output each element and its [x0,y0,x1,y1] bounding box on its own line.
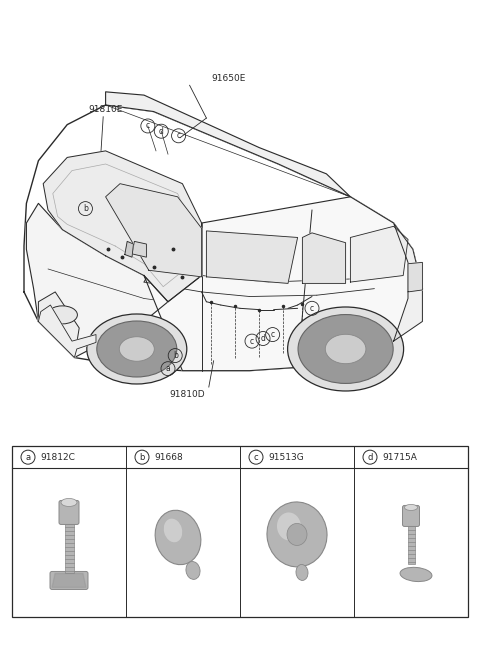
Text: 91715A: 91715A [382,453,417,462]
Text: c: c [177,131,180,140]
Ellipse shape [61,499,77,506]
Text: 91650E: 91650E [211,73,246,83]
Ellipse shape [400,567,432,582]
Text: 91810D: 91810D [169,390,205,400]
Ellipse shape [288,307,404,391]
Ellipse shape [48,306,77,324]
Polygon shape [106,184,202,277]
Polygon shape [38,305,96,358]
Polygon shape [394,223,422,341]
Text: a: a [25,453,31,462]
Text: 91650D: 91650D [297,340,332,349]
Polygon shape [26,203,168,358]
Polygon shape [24,105,422,371]
Text: c: c [254,453,258,462]
Text: b: b [83,204,88,213]
Polygon shape [52,573,86,587]
Ellipse shape [267,502,327,567]
Polygon shape [38,292,79,358]
Polygon shape [206,231,298,283]
Ellipse shape [298,314,393,383]
Text: a: a [166,364,170,373]
Text: b: b [139,453,144,462]
Text: 91812C: 91812C [40,453,75,462]
Ellipse shape [97,321,177,377]
Polygon shape [106,92,350,197]
Ellipse shape [164,519,182,543]
Text: 91810E: 91810E [89,105,123,114]
Ellipse shape [120,337,154,361]
Bar [12,446,468,617]
Ellipse shape [287,523,307,545]
Polygon shape [132,241,146,257]
Ellipse shape [405,504,418,510]
Bar [64,523,73,573]
Ellipse shape [277,512,301,541]
Text: c: c [310,304,314,313]
Bar [408,524,415,564]
Polygon shape [125,241,133,257]
Ellipse shape [186,562,200,579]
FancyBboxPatch shape [403,505,420,527]
FancyBboxPatch shape [59,501,79,524]
Ellipse shape [155,510,201,565]
Text: 91668: 91668 [154,453,183,462]
Text: d: d [367,453,372,462]
FancyBboxPatch shape [50,571,88,590]
Polygon shape [144,197,422,371]
Text: c: c [250,337,254,346]
Ellipse shape [87,314,187,384]
Polygon shape [350,226,408,282]
Ellipse shape [296,564,308,581]
Text: c: c [271,330,275,339]
Text: d: d [261,334,265,343]
Text: c: c [146,121,150,131]
Polygon shape [43,151,202,302]
Polygon shape [408,262,422,292]
Text: d: d [159,127,164,136]
Text: b: b [173,351,178,360]
Ellipse shape [325,335,366,363]
Text: 91513G: 91513G [268,453,304,462]
Polygon shape [302,233,346,283]
